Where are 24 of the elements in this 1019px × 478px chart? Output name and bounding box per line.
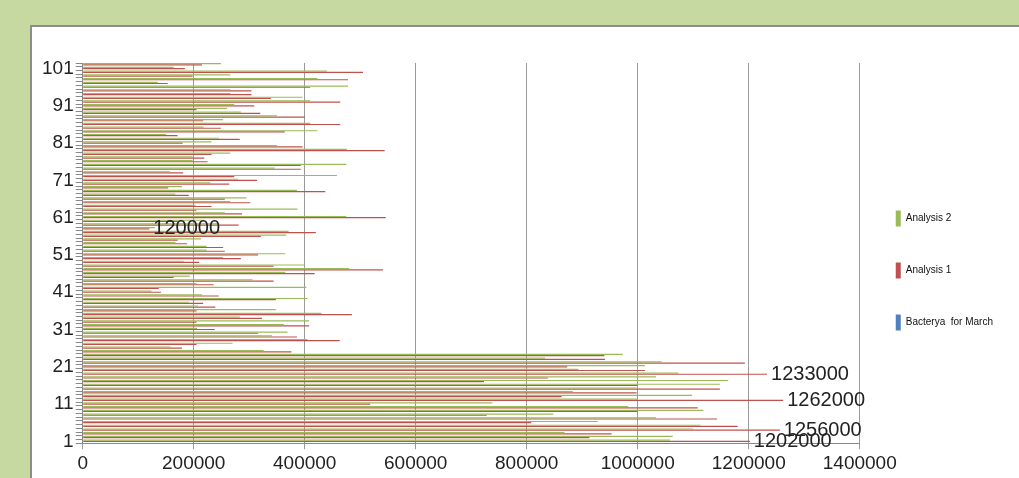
- y-tick-label: 101: [42, 56, 74, 78]
- x-tick-label: 400000: [273, 451, 337, 473]
- legend-label: Analysis 2: [905, 212, 952, 224]
- x-tick-label: 600000: [384, 451, 448, 473]
- y-tick-label: 61: [52, 205, 74, 227]
- y-tick-label: 81: [52, 131, 74, 153]
- x-tick-label: 200000: [162, 451, 226, 473]
- x-tick-label: 1400000: [822, 451, 897, 473]
- x-tick-label: 1000000: [600, 451, 675, 473]
- y-tick-label: 11: [53, 392, 74, 414]
- y-tick-label: 51: [52, 243, 74, 265]
- y-tick-label: 91: [52, 94, 74, 116]
- y-tick-label: 31: [52, 317, 74, 339]
- x-tick-label: 0: [77, 451, 88, 473]
- data-label: 1233000: [771, 361, 849, 384]
- legend-label: Bacterya for March: [905, 316, 994, 328]
- y-tick-label: 21: [52, 355, 74, 377]
- x-tick-label: 1200000: [711, 451, 786, 473]
- legend-label: Analysis 1: [905, 264, 952, 276]
- y-tick-label: 1: [63, 429, 74, 451]
- y-tick-label: 41: [52, 280, 74, 302]
- y-tick-label: 71: [52, 168, 74, 190]
- data-label: 1262000: [787, 387, 866, 410]
- x-tick-label: 800000: [495, 451, 559, 473]
